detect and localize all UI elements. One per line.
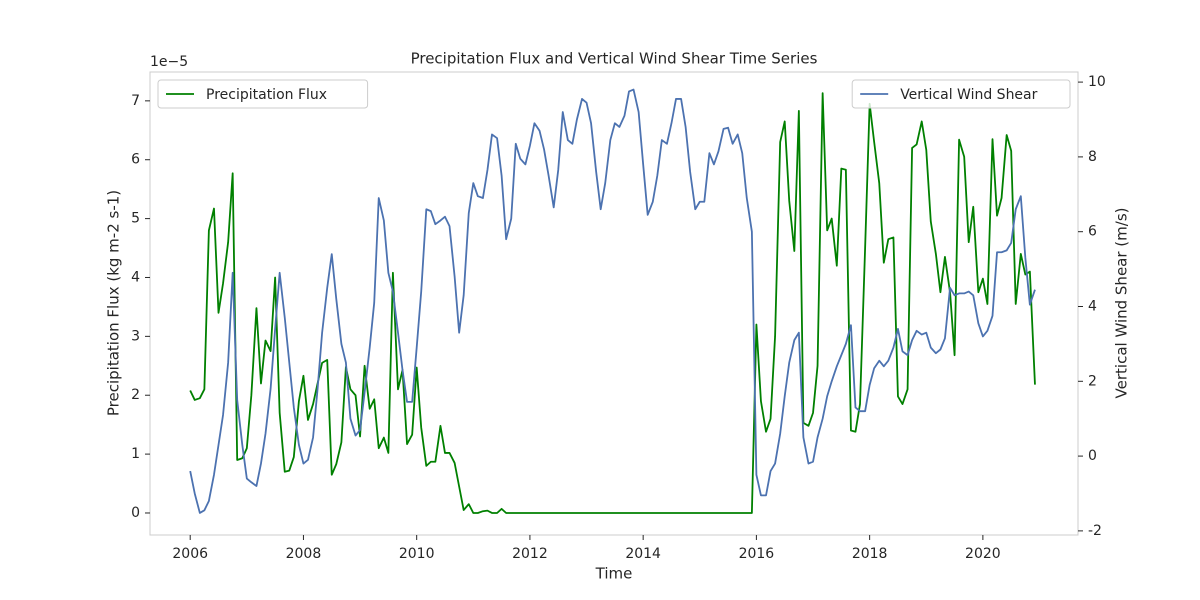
data-line xyxy=(189,92,1036,514)
x-tick-label: 2014 xyxy=(625,546,661,562)
x-tick-label: 2010 xyxy=(399,546,435,562)
y-tick-label: 6 xyxy=(131,152,140,168)
legend-box xyxy=(851,79,1071,109)
legend-label: Vertical Wind Shear xyxy=(900,87,1037,103)
y-tick-label: 0 xyxy=(131,505,140,521)
y2-tick-label: 0 xyxy=(1088,448,1097,464)
y2-axis-label: Vertical Wind Shear (m/s) xyxy=(1113,208,1131,399)
data-line xyxy=(189,88,1036,514)
y-axis-label: Precipitation Flux (kg m-2 s-1) xyxy=(105,190,123,416)
y2-tick-label: 4 xyxy=(1088,298,1097,314)
y-tick-label: 4 xyxy=(131,269,140,285)
x-tick-label: 2018 xyxy=(852,546,888,562)
x-tick-label: 2020 xyxy=(965,546,1001,562)
y2-tick-label: 6 xyxy=(1088,224,1097,240)
y-tick-label: 7 xyxy=(131,93,140,109)
legend-label: Precipitation Flux xyxy=(206,87,327,103)
y2-tick-label: -2 xyxy=(1088,523,1102,539)
x-tick-label: 2008 xyxy=(286,546,322,562)
plot-frame xyxy=(149,71,1079,536)
x-tick-label: 2006 xyxy=(172,546,208,562)
y2-tick-label: 10 xyxy=(1088,74,1106,90)
x-tick-label: 2016 xyxy=(739,546,775,562)
y2-tick-label: 8 xyxy=(1088,149,1097,165)
y-tick-label: 3 xyxy=(131,328,140,344)
x-tick-label: 2012 xyxy=(512,546,548,562)
x-axis-label: Time xyxy=(595,565,633,583)
y-tick-label: 5 xyxy=(131,211,140,227)
legend-box xyxy=(157,79,369,109)
y2-tick-label: 2 xyxy=(1088,373,1097,389)
chart-title: Precipitation Flux and Vertical Wind She… xyxy=(411,50,818,68)
y-tick-label: 1 xyxy=(131,446,140,462)
y-offset-text: 1e−5 xyxy=(150,54,188,70)
y-tick-label: 2 xyxy=(131,387,140,403)
